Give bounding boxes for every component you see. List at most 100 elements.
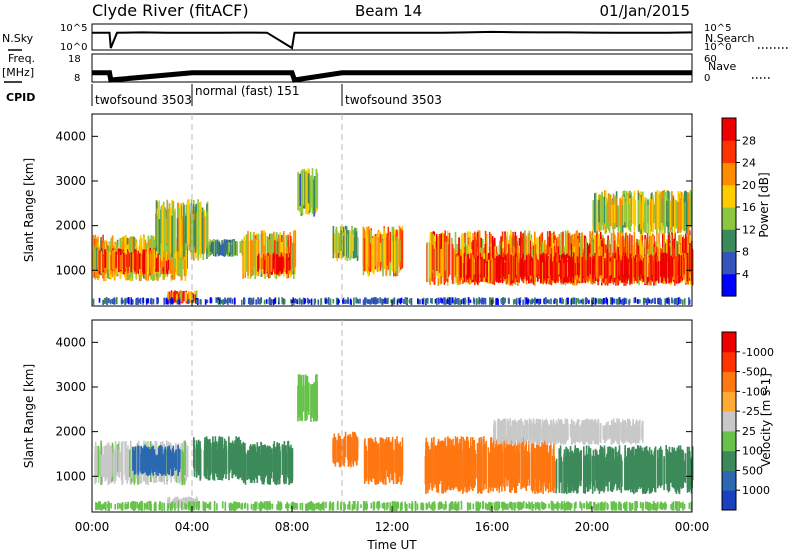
- range-gate-cell: [153, 249, 155, 275]
- range-gate-cell: [187, 299, 190, 304]
- range-gate-cell: [535, 298, 537, 304]
- range-gate-cell: [169, 503, 172, 511]
- range-gate-cell: [509, 501, 511, 509]
- range-gate-cell: [606, 298, 609, 305]
- range-gate-cell: [181, 449, 183, 486]
- range-gate-cell: [241, 443, 243, 481]
- range-gate-cell: [193, 219, 196, 247]
- range-gate-cell: [177, 243, 179, 276]
- range-gate-cell: [493, 447, 496, 488]
- range-gate-cell: [575, 298, 578, 305]
- range-gate-cell: [525, 424, 528, 440]
- range-gate-cell: [671, 191, 673, 227]
- range-gate-cell: [580, 238, 582, 270]
- range-gate-cell: [631, 502, 634, 510]
- range-gate-cell: [365, 501, 368, 511]
- range-gate-cell: [172, 498, 175, 508]
- range-gate-cell: [565, 299, 568, 305]
- range-gate-cell: [682, 299, 684, 305]
- range-gate-cell: [276, 504, 278, 511]
- range-gate-cell: [570, 503, 573, 509]
- range-gate-cell: [525, 299, 528, 303]
- frequency-strip-frame: [91, 53, 693, 83]
- range-gate-cell: [128, 253, 130, 267]
- range-gate-cell: [204, 450, 207, 479]
- range-gate-cell: [644, 202, 646, 233]
- range-gate-cell: [437, 446, 440, 478]
- range-gate-cell: [688, 297, 690, 306]
- range-gate-cell: [379, 297, 381, 304]
- range-gate-cell: [354, 227, 356, 259]
- range-gate-cell: [595, 230, 598, 273]
- range-gate-cell: [180, 218, 182, 255]
- range-gate-cell: [337, 433, 340, 463]
- range-gate-cell: [386, 437, 388, 471]
- range-gate-cell: [356, 298, 359, 304]
- range-gate-cell: [259, 503, 261, 511]
- range-gate-cell: [192, 293, 195, 302]
- range-gate-cell: [591, 459, 594, 494]
- range-gate-cell: [544, 298, 546, 305]
- range-gate-cell: [597, 454, 600, 485]
- range-gate-cell: [657, 261, 660, 284]
- range-gate-cell: [659, 194, 661, 233]
- range-gate-cell: [116, 297, 118, 305]
- range-gate-cell: [280, 503, 283, 510]
- range-gate-cell: [634, 297, 637, 303]
- range-gate-cell: [654, 460, 657, 482]
- range-gate-cell: [291, 245, 293, 275]
- range-gate-cell: [468, 297, 470, 303]
- range-gate-cell: [393, 297, 396, 305]
- range-gate-cell: [97, 249, 99, 275]
- range-gate-cell: [195, 496, 198, 506]
- range-gate-cell: [140, 500, 142, 510]
- range-gate-cell: [355, 231, 358, 258]
- range-gate-cell: [686, 259, 689, 282]
- range-gate-cell: [649, 262, 651, 280]
- range-gate-cell: [431, 298, 433, 304]
- range-gate-cell: [631, 447, 634, 489]
- range-gate-cell: [110, 299, 113, 303]
- range-gate-cell: [528, 501, 530, 509]
- range-gate-cell: [566, 419, 569, 440]
- range-gate-cell: [623, 262, 626, 277]
- range-gate-cell: [152, 449, 155, 468]
- range-gate-cell: [573, 297, 576, 304]
- range-gate-cell: [564, 456, 567, 486]
- range-gate-cell: [688, 502, 691, 509]
- range-gate-cell: [578, 299, 580, 304]
- range-gate-cell: [558, 262, 560, 275]
- range-gate-cell: [262, 253, 265, 270]
- range-gate-cell: [284, 449, 287, 475]
- scatter-region: [332, 225, 359, 262]
- range-gate-cell: [632, 196, 634, 225]
- range-gate-cell: [643, 196, 645, 223]
- range-gate-cell: [456, 298, 459, 305]
- range-gate-cell: [373, 235, 375, 275]
- range-gate-cell: [645, 501, 647, 510]
- freq-right-tick-bottom: 0: [704, 73, 710, 84]
- range-gate-cell: [533, 423, 535, 443]
- range-gate-cell: [117, 502, 119, 510]
- range-gate-cell: [515, 450, 518, 493]
- range-gate-cell: [167, 499, 170, 507]
- noise-strip: N.Sky N.Search 10^5 10^0 10^5 10^0: [2, 23, 790, 53]
- range-gate-cell: [610, 501, 613, 510]
- range-gate-cell: [548, 445, 551, 484]
- y-tick-label: 2000: [55, 219, 86, 233]
- range-gate-cell: [617, 297, 620, 305]
- range-gate-cell: [130, 502, 132, 509]
- range-gate-cell: [458, 237, 460, 270]
- range-gate-cell: [213, 441, 216, 481]
- range-gate-cell: [92, 235, 95, 272]
- range-gate-cell: [349, 298, 352, 305]
- range-gate-cell: [506, 418, 509, 444]
- range-gate-cell: [292, 501, 295, 510]
- range-gate-cell: [383, 242, 385, 262]
- range-gate-cell: [375, 297, 377, 304]
- range-gate-cell: [365, 445, 367, 473]
- range-gate-cell: [106, 298, 108, 305]
- range-gate-cell: [176, 497, 179, 508]
- range-gate-cell: [579, 501, 581, 509]
- range-gate-cell: [463, 439, 465, 492]
